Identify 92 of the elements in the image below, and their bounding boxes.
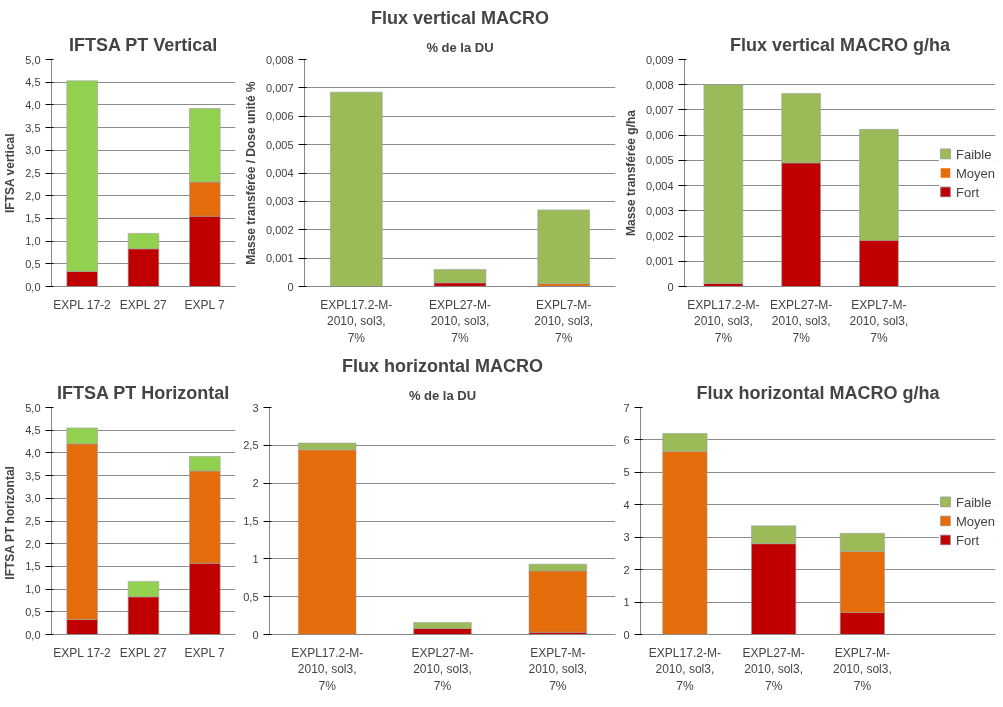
x-tick-label: EXPL7-M-2010, sol3, 7%	[833, 645, 892, 694]
y-tick-label: 0,008	[645, 78, 674, 91]
x-tick-label: EXPL7-M-2010, sol3, 7%	[849, 297, 909, 346]
y-tick-label: 4,0	[25, 446, 41, 459]
y-tick-label: 2	[623, 563, 630, 576]
y-tick-label: 0,005	[645, 154, 674, 167]
y-tick-label: 0	[623, 628, 630, 641]
legend-label: Fort	[955, 184, 980, 199]
x-tick-label: EXPL 27	[119, 297, 168, 312]
legend-label: Faible	[955, 146, 992, 161]
chart-title: Flux horizontal MACRO g/ha	[696, 382, 941, 403]
y-tick-label: 3	[252, 401, 259, 414]
x-tick-label: EXPL17.2-M-2010, sol3, 7%	[320, 297, 393, 346]
y-tick-label: 3,5	[25, 121, 41, 134]
chart-title: Flux horizontal MACRO	[342, 355, 544, 376]
y-tick-label: 5	[623, 466, 630, 479]
y-tick-label: 0	[252, 628, 259, 641]
y-tick-label: 0,005	[265, 138, 294, 151]
y-tick-label: 0,5	[243, 590, 259, 603]
legend-label: Moyen	[955, 165, 995, 180]
y-tick-label: 3,5	[25, 469, 41, 482]
x-tick-label: EXPL 17-2	[53, 645, 112, 660]
x-tick-label: EXPL 27	[119, 645, 168, 660]
y-axis-title: IFTSA vertical	[3, 133, 18, 214]
chart-title: Flux vertical MACRO	[370, 7, 550, 28]
y-axis-title: Masse transférée g/ha	[623, 109, 638, 237]
legend-label: Fort	[955, 532, 980, 547]
y-tick-label: 1	[252, 552, 259, 565]
y-tick-label: 0,006	[645, 129, 674, 142]
y-tick-label: 1,5	[25, 212, 41, 225]
y-tick-label: 4,5	[25, 76, 41, 89]
legend-label: Moyen	[955, 513, 995, 528]
y-tick-label: 0,5	[25, 257, 41, 270]
x-tick-label: EXPL7-M-2010, sol3, 7%	[534, 297, 594, 346]
y-tick-label: 1	[623, 596, 630, 609]
y-tick-label: 0,004	[265, 167, 294, 179]
legend-label: Faible	[955, 494, 992, 509]
x-tick-label: EXPL 7	[184, 645, 226, 660]
chart-subtitle: % de la DU	[408, 387, 477, 403]
y-tick-label: 4,0	[25, 98, 41, 111]
y-tick-label: 4	[623, 498, 630, 511]
y-tick-label: 1,0	[25, 235, 41, 248]
y-axis-title: IFTSA PT horizontal	[3, 466, 18, 580]
x-tick-label: EXPL 17-2	[53, 297, 112, 312]
y-tick-label: 7	[623, 401, 630, 414]
y-tick-label: 0,009	[645, 53, 674, 66]
y-tick-label: 1,5	[25, 560, 41, 573]
x-tick-label: EXPL 7	[184, 297, 226, 312]
y-tick-label: 4,5	[25, 424, 41, 437]
x-tick-label: EXPL17.2-M-2010, sol3, 7%	[291, 645, 364, 694]
y-tick-label: 0,007	[645, 103, 674, 116]
x-tick-label: EXPL27-M-2010, sol3, 7%	[411, 645, 474, 694]
y-tick-label: 0,003	[645, 204, 674, 217]
y-tick-label: 2,5	[25, 167, 41, 179]
chart-title: IFTSA PT Vertical	[68, 34, 218, 55]
chart-title: IFTSA PT Horizontal	[57, 382, 230, 403]
x-tick-label: EXPL17.2-M-2010, sol3, 7%	[687, 297, 760, 346]
y-tick-label: 0,002	[265, 223, 294, 236]
y-tick-label: 3,0	[25, 492, 41, 505]
y-tick-label: 0	[287, 280, 294, 293]
x-tick-label: EXPL17.2-M-2010, sol3, 7%	[648, 645, 721, 694]
y-tick-label: 0,5	[25, 605, 41, 618]
y-tick-label: 0,001	[645, 255, 674, 268]
y-tick-label: 0,002	[645, 230, 674, 243]
y-tick-label: 5,0	[25, 53, 41, 66]
y-tick-label: 0,003	[265, 195, 294, 208]
y-tick-label: 0,001	[265, 252, 294, 265]
y-tick-label: 0,0	[25, 280, 41, 293]
y-tick-label: 0,0	[25, 628, 41, 641]
y-tick-label: 5,0	[25, 401, 41, 414]
y-tick-label: 1,5	[243, 515, 259, 527]
y-tick-label: 3	[623, 531, 630, 544]
y-tick-label: 0,004	[645, 179, 674, 192]
x-tick-label: EXPL27-M-2010, sol3, 7%	[428, 297, 492, 346]
y-tick-label: 0,006	[265, 110, 294, 123]
y-tick-label: 2,5	[243, 439, 259, 452]
y-tick-label: 2,5	[25, 515, 41, 527]
y-tick-label: 0,008	[265, 53, 294, 66]
x-tick-label: EXPL27-M-2010, sol3, 7%	[770, 297, 833, 346]
chart-title: Flux vertical MACRO g/ha	[729, 34, 952, 55]
y-tick-label: 2,0	[25, 189, 41, 202]
x-tick-label: EXPL27-M-2010, sol3, 7%	[742, 645, 805, 694]
y-tick-label: 0	[667, 280, 674, 293]
chart-subtitle: % de la DU	[426, 39, 494, 55]
x-tick-label: EXPL7-M-2010, sol3, 7%	[528, 645, 588, 694]
y-tick-label: 1,0	[25, 583, 41, 596]
y-tick-label: 3,0	[25, 144, 41, 157]
y-tick-label: 6	[623, 433, 630, 446]
y-axis-title: Masse transférée / Dose unité %	[243, 80, 258, 265]
y-tick-label: 2	[252, 477, 259, 490]
y-tick-label: 0,007	[265, 81, 294, 94]
y-tick-label: 2,0	[25, 537, 41, 550]
